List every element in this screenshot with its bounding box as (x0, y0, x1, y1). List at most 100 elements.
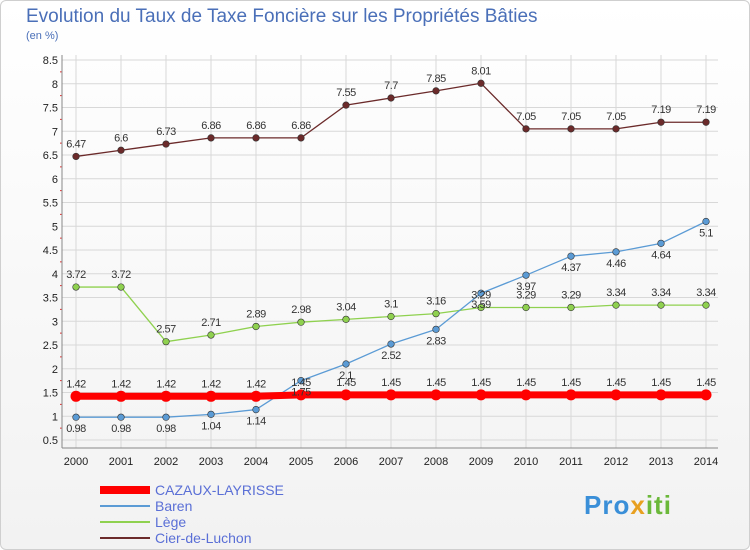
data-label: 0.98 (111, 423, 131, 435)
data-label: 1.45 (381, 377, 401, 389)
data-label: 6.73 (156, 126, 176, 138)
data-label: 6.86 (246, 120, 266, 132)
data-point (477, 303, 485, 312)
data-point (250, 390, 262, 402)
data-label: 7.05 (606, 111, 626, 123)
data-point (702, 301, 710, 309)
data-label: 1.45 (426, 377, 446, 389)
data-point (610, 389, 622, 401)
data-point (522, 271, 530, 279)
data-point (72, 413, 80, 421)
legend-label: CAZAUX-LAYRISSE (155, 482, 284, 498)
data-point (297, 134, 305, 142)
data-label: 3.59 (471, 299, 491, 311)
logo-part-c: iti (645, 490, 672, 520)
data-point (342, 101, 350, 109)
x-tick-label: 2010 (514, 456, 538, 468)
data-point (205, 390, 217, 402)
data-label: 0.98 (156, 423, 176, 435)
data-label: 2.89 (246, 308, 266, 320)
data-label: 3.29 (561, 289, 581, 301)
data-label: 1.45 (606, 377, 626, 389)
y-tick-label: 1.5 (43, 388, 58, 400)
data-point (162, 413, 170, 421)
data-label: 1.04 (201, 420, 221, 432)
x-tick-label: 2004 (244, 456, 268, 468)
data-point (162, 338, 170, 346)
logo-part-b: x (630, 490, 646, 520)
data-point (297, 318, 305, 326)
data-label: 1.42 (246, 378, 266, 390)
data-label: 7.19 (651, 104, 671, 116)
data-label: 1.42 (66, 378, 86, 390)
x-tick-label: 2001 (109, 456, 133, 468)
data-point (432, 310, 440, 318)
data-label: 3.29 (471, 289, 491, 301)
y-tick-label: 8 (52, 79, 58, 91)
data-label: 4.46 (606, 258, 626, 270)
x-tick-label: 2012 (604, 456, 628, 468)
data-point (432, 325, 440, 333)
y-tick-label: 5.5 (43, 198, 58, 210)
data-label: 0.98 (66, 423, 86, 435)
data-point (567, 303, 575, 312)
legend-label: Baren (155, 498, 193, 514)
data-point (295, 389, 307, 401)
data-label: 3.1 (384, 299, 398, 311)
data-point (612, 125, 620, 133)
x-tick-label: 2013 (649, 456, 673, 468)
y-tick-label: 3 (52, 316, 58, 328)
data-point (162, 140, 170, 148)
data-label: 7.19 (696, 104, 716, 116)
data-point (655, 389, 667, 401)
data-point (657, 301, 665, 309)
data-label: 3.34 (606, 287, 626, 299)
data-point (567, 252, 575, 260)
x-tick-label: 2002 (154, 456, 178, 468)
data-point (520, 389, 532, 401)
data-point (385, 389, 397, 401)
data-label: 7.55 (336, 87, 356, 99)
data-point (207, 331, 215, 339)
x-tick-label: 2009 (469, 456, 493, 468)
x-tick-label: 2005 (289, 456, 313, 468)
data-point (115, 390, 127, 402)
data-label: 1.42 (156, 378, 176, 390)
data-point (567, 125, 575, 133)
data-point (700, 389, 712, 401)
legend-swatch (100, 486, 150, 494)
data-label: 3.72 (66, 269, 86, 281)
data-label: 6.6 (114, 132, 128, 144)
data-label: 1.45 (561, 377, 581, 389)
x-tick-label: 2008 (424, 456, 448, 468)
data-point (657, 239, 665, 247)
data-point (702, 118, 710, 126)
data-label: 1.75 (291, 387, 311, 399)
y-tick-label: 8.5 (43, 55, 58, 67)
data-label: 3.04 (336, 301, 356, 313)
data-label: 5.1 (699, 228, 713, 240)
data-label: 4.37 (561, 262, 581, 274)
data-label: 8.01 (471, 65, 491, 77)
data-label: 2.52 (381, 350, 401, 362)
data-point (117, 146, 125, 154)
data-label: 7.05 (561, 111, 581, 123)
data-point (475, 389, 487, 401)
data-label: 1.45 (651, 377, 671, 389)
data-label: 3.97 (516, 281, 536, 293)
data-point (477, 289, 485, 297)
y-tick-label: 6 (52, 174, 58, 186)
data-point (252, 406, 260, 414)
data-point (207, 410, 215, 418)
y-tick-label: 4 (52, 269, 58, 281)
y-tick-label: 6.5 (43, 150, 58, 162)
x-tick-label: 2007 (379, 456, 403, 468)
legend-swatch (100, 537, 150, 539)
x-tick-label: 2000 (64, 456, 88, 468)
y-tick-label: 4.5 (43, 245, 58, 257)
data-point (70, 390, 82, 402)
data-point (160, 390, 172, 402)
data-label: 3.34 (651, 287, 671, 299)
data-point (522, 303, 530, 312)
data-point (297, 377, 305, 385)
